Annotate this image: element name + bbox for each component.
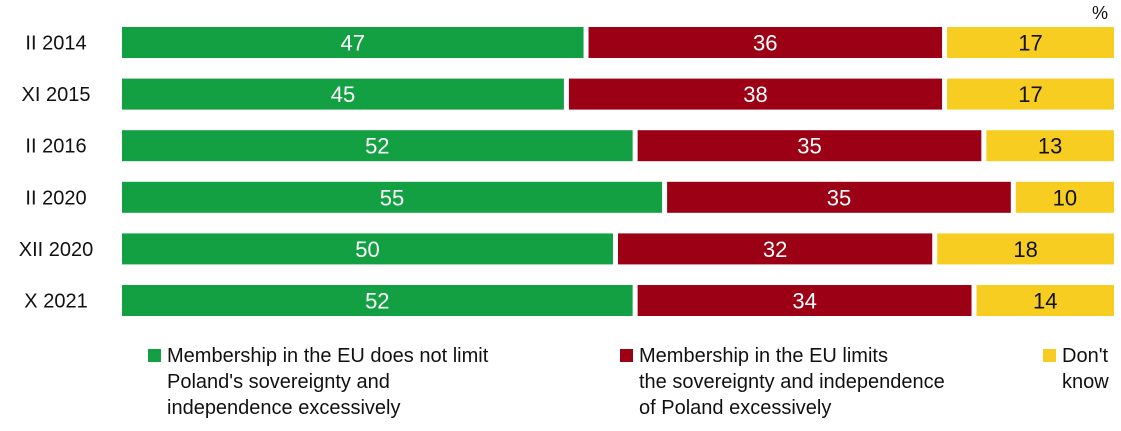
data-label-ii-2014-series-1: 47	[341, 31, 365, 56]
data-label-ii-2014-series-3: 17	[1018, 31, 1042, 56]
legend-swatch-yellow	[1043, 349, 1056, 362]
data-label-xii-2020-series-3: 18	[1013, 237, 1037, 262]
legend-item-dont-know: Don't know	[1043, 343, 1121, 395]
data-label-xi-2015-series-1: 45	[331, 82, 355, 107]
legend-label-limits: Membership in the EU limits the sovereig…	[639, 345, 945, 419]
legend-label-does-not-limit: Membership in the EU does not limit Pola…	[167, 345, 489, 419]
bar-ii-2014-series-1	[122, 27, 584, 58]
bar-x-2021-series-2	[637, 285, 972, 316]
data-label-x-2021-series-1: 52	[365, 289, 389, 314]
bar-ii-2020-series-3	[1015, 181, 1114, 213]
category-label-ii-2014: II 2014	[25, 33, 86, 55]
bar-ii-2016-series-3	[986, 130, 1114, 162]
data-label-ii-2020-series-1: 55	[380, 185, 404, 210]
category-label-xii-2020: XII 2020	[19, 239, 94, 261]
legend-swatch-green	[148, 349, 161, 362]
category-labels-layer: II 2014 XI 2015 II 2016 II 2020 XII 2020 X 20…	[19, 33, 94, 313]
data-label-ii-2016-series-1: 52	[365, 134, 389, 159]
bar-xii-2020-series-2	[618, 233, 933, 265]
data-label-xi-2015-series-3: 17	[1018, 82, 1042, 107]
bar-xii-2020-series-3	[937, 233, 1114, 265]
bar-ii-2016-series-2	[637, 130, 982, 162]
bar-x-2021-series-3	[976, 285, 1114, 316]
legend-item-limits: Membership in the EU limits the sovereig…	[620, 343, 1020, 421]
data-label-ii-2016-series-3: 13	[1038, 134, 1062, 159]
category-label-xi-2015: XI 2015	[22, 84, 91, 106]
bar-xi-2015-series-2	[568, 78, 943, 110]
bar-xi-2015-series-3	[947, 78, 1114, 110]
data-label-x-2021-series-2: 34	[792, 289, 816, 314]
data-label-xi-2015-series-2: 38	[743, 82, 767, 107]
data-label-xii-2020-series-2: 32	[763, 237, 787, 262]
data-label-x-2021-series-3: 14	[1033, 289, 1057, 314]
data-label-ii-2016-series-2: 35	[797, 134, 821, 159]
category-label-ii-2020: II 2020	[25, 187, 86, 209]
data-label-ii-2014-series-2: 36	[753, 31, 777, 56]
unit-label: %	[1092, 3, 1108, 23]
bar-ii-2016-series-1	[122, 130, 633, 162]
bars-layer	[122, 27, 1114, 316]
category-label-ii-2016: II 2016	[25, 136, 86, 158]
data-label-ii-2020-series-2: 35	[827, 185, 851, 210]
data-label-ii-2020-series-3: 10	[1053, 185, 1077, 210]
data-labels-layer: 47 36 17 45 38 17 52 35 13 55 35 10 50 32 18 52 34 14	[331, 31, 1077, 314]
bar-xi-2015-series-1	[122, 78, 564, 110]
category-label-x-2021: X 2021	[24, 291, 87, 313]
legend-label-dont-know: Don't know	[1062, 345, 1109, 393]
data-label-xii-2020-series-1: 50	[355, 237, 379, 262]
bar-x-2021-series-1	[122, 285, 633, 316]
bar-ii-2014-series-2	[588, 27, 943, 58]
bar-ii-2020-series-1	[122, 181, 663, 213]
bar-xii-2020-series-1	[122, 233, 613, 265]
legend-item-does-not-limit: Membership in the EU does not limit Pola…	[148, 343, 588, 421]
bar-ii-2020-series-2	[667, 181, 1011, 213]
legend-swatch-red	[620, 349, 633, 362]
bar-ii-2014-series-3	[947, 27, 1114, 58]
